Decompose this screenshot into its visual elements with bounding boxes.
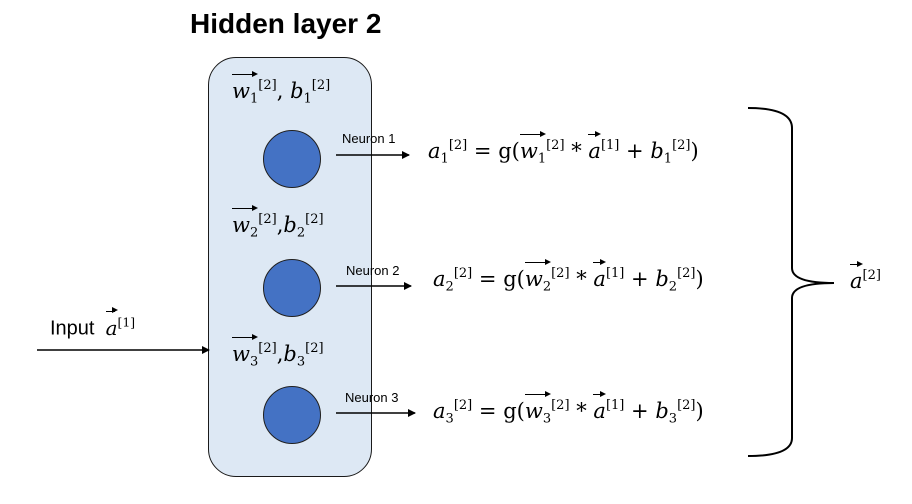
- input-vector: a: [105, 307, 118, 340]
- weight-vector-1: w1: [232, 70, 259, 107]
- neuron-1-circle: [263, 130, 321, 188]
- neuron-3-label: Neuron 3: [345, 390, 399, 405]
- neuron-3-equation: a3[2] = g(w3[2] * a[1] + b3[2]): [433, 390, 704, 427]
- neuron-1-label: Neuron 1: [342, 131, 396, 146]
- output-vector: a[2]: [850, 260, 881, 294]
- neuron-1-params: w1[2], b1[2]: [232, 70, 331, 107]
- neuron-2-params: w2[2],b2[2]: [232, 204, 324, 241]
- neuron-2-circle: [263, 259, 321, 317]
- neuron-2-label: Neuron 2: [346, 263, 400, 278]
- neuron-2-equation: a2[2] = g(w2[2] * a[1] + b2[2]): [433, 258, 704, 295]
- neuron-3-params: w3[2],b3[2]: [232, 333, 324, 370]
- weight-vector-3: w3: [232, 333, 259, 370]
- diagram-title: Hidden layer 2: [190, 8, 382, 39]
- output-curly-brace: [747, 107, 835, 457]
- neuron-1-equation: a1[2] = g(w1[2] * a[1] + b1[2]): [428, 130, 699, 167]
- neuron-3-circle: [263, 386, 321, 444]
- weight-vector-2: w2: [232, 204, 259, 241]
- input-label: Input a[1]: [50, 307, 136, 340]
